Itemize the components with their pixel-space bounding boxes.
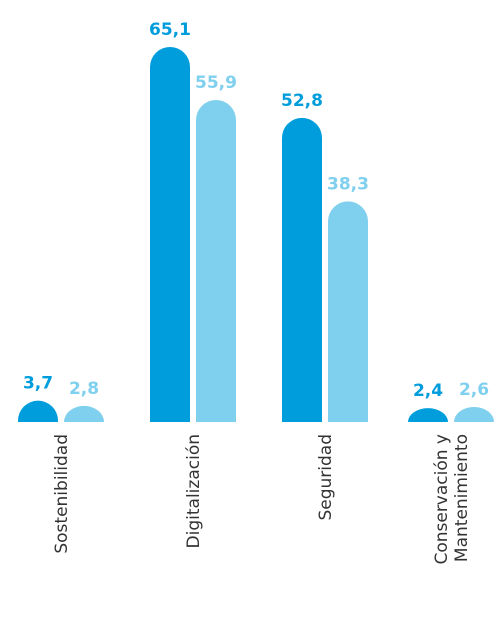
bar-1-2 bbox=[150, 47, 190, 422]
value-label-2-2: 55,9 bbox=[195, 73, 237, 93]
value-label-1-1: 3,7 bbox=[23, 374, 53, 394]
bar-2-4 bbox=[454, 407, 494, 422]
category-label-2-line-1: Digitalización bbox=[184, 434, 204, 548]
bar-1-4 bbox=[408, 408, 448, 422]
category-label-4-line-1: Conservación y bbox=[432, 434, 452, 565]
value-label-1-3: 52,8 bbox=[281, 91, 323, 111]
value-label-2-1: 2,8 bbox=[69, 379, 99, 399]
bar-1-3 bbox=[282, 117, 322, 423]
category-label-4-line-2: Mantenimiento bbox=[452, 434, 472, 562]
category-label-3-line-1: Seguridad bbox=[316, 434, 336, 521]
bar-2-3 bbox=[328, 201, 368, 422]
bar-2-1 bbox=[64, 405, 104, 422]
value-label-2-3: 38,3 bbox=[327, 174, 369, 194]
category-label-1-line-1: Sostenibilidad bbox=[52, 434, 72, 554]
value-label-2-4: 2,6 bbox=[459, 380, 489, 400]
bar-1-1 bbox=[18, 400, 58, 422]
bar-2-2 bbox=[196, 99, 236, 422]
value-label-1-4: 2,4 bbox=[413, 381, 443, 401]
value-label-1-2: 65,1 bbox=[149, 20, 191, 40]
